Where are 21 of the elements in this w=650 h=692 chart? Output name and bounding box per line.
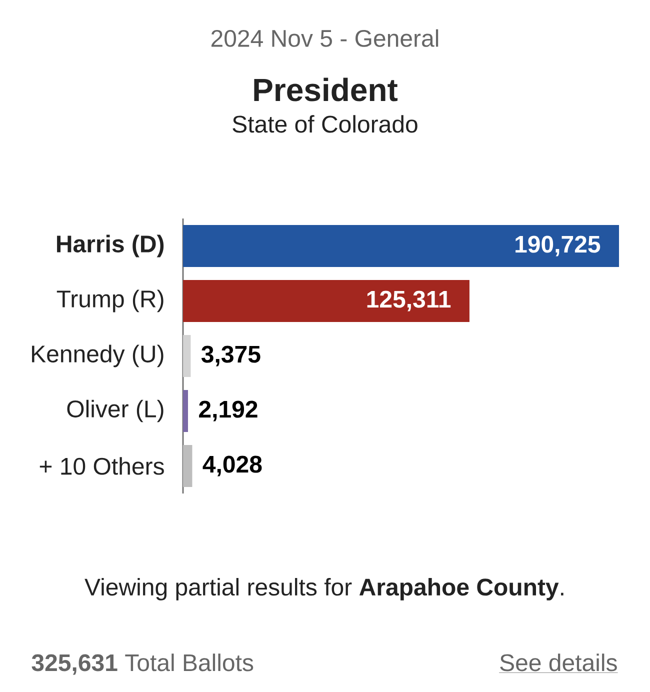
text: 325,631 Total Ballots [32, 654, 254, 675]
text: See details [500, 654, 617, 672]
chart-subtitle: State of Colorado [232, 115, 418, 133]
y-tick-label: Oliver (L) [67, 400, 164, 422]
text: 2024 Nov 5 - General [211, 29, 438, 47]
data-label: 125,311 [367, 290, 451, 312]
data-label: 4,028 [202, 456, 262, 476]
chart-title: President [254, 78, 398, 102]
data-label: 2,192 [199, 400, 258, 422]
y-tick-label: Trump (R) [56, 290, 164, 312]
bar [183, 225, 620, 267]
bar [183, 444, 192, 487]
bar [183, 280, 470, 322]
bar [183, 335, 191, 377]
text: Viewing partial results for Arapahoe County. [84, 578, 564, 600]
bar [183, 390, 188, 432]
data-label: 190,725 [516, 236, 600, 256]
y-tick-label: + 10 Others [40, 457, 164, 475]
y-tick-label: Harris (D) [57, 234, 164, 258]
data-label: 3,375 [201, 346, 260, 366]
y-tick-label: Kennedy (U) [32, 344, 164, 368]
